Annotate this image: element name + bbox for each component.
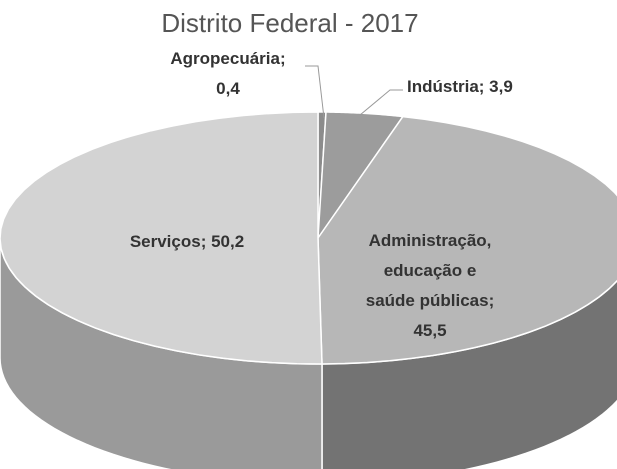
data-label: 45,5 [413,321,446,340]
slice [317,115,617,365]
data-label: 0,4 [216,79,240,98]
data-label: educação e [384,261,477,280]
data-label: Indústria; 3,9 [407,77,513,96]
data-label: Agropecuária; [170,49,285,68]
data-label: Administração, [369,231,492,250]
leader-line [359,89,403,116]
chart-title: Distrito Federal - 2017 [161,8,418,38]
leader-line [305,65,325,119]
data-label: Serviços; 50,2 [130,232,244,251]
slice [0,111,323,365]
data-label: saúde públicas; [366,291,494,310]
